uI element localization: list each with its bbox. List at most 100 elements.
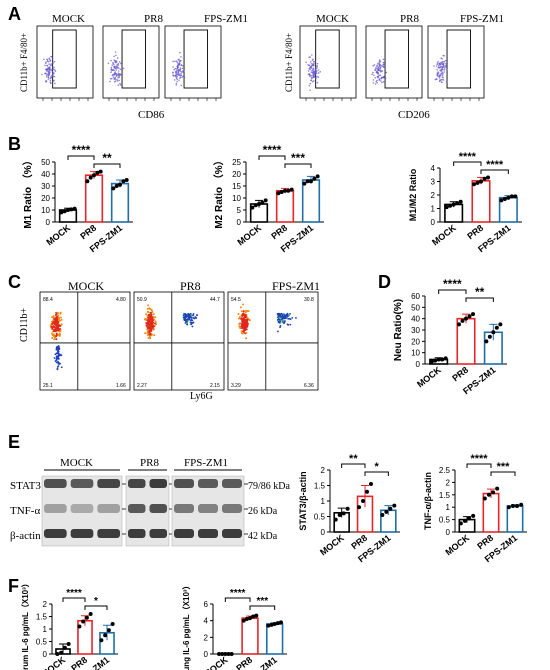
significance-stars: **	[349, 453, 358, 465]
flow-event	[246, 318, 249, 321]
y-tick-label: 0	[43, 650, 48, 659]
flow-event	[55, 334, 58, 337]
flow-event	[376, 65, 378, 68]
quadrant-ul: 88.4	[43, 297, 53, 303]
flow-event	[57, 333, 60, 336]
flow-event	[50, 76, 52, 78]
flow-event	[56, 311, 59, 314]
flow-event	[147, 337, 150, 340]
significance-bracket	[249, 605, 276, 610]
y-tick-label: 3	[431, 178, 436, 187]
flow-event	[190, 323, 193, 326]
panel-label-b: B	[8, 134, 21, 154]
significance-bracket	[284, 163, 312, 168]
data-point	[436, 357, 441, 362]
flow-event	[444, 64, 447, 67]
flow-plot-frame	[365, 25, 423, 99]
data-point	[88, 175, 93, 180]
flow-event	[49, 79, 52, 82]
data-point	[470, 312, 475, 317]
flow-event	[313, 70, 316, 73]
flow-event	[46, 64, 48, 67]
y-tick-label: 1	[321, 497, 326, 506]
flow-event	[51, 70, 54, 73]
flow-event	[152, 313, 155, 316]
flow-event	[55, 332, 58, 335]
data-point	[513, 194, 518, 199]
flow-event	[54, 70, 57, 72]
blot-band	[128, 529, 146, 538]
flow-event	[373, 64, 376, 66]
flow-event	[190, 316, 193, 319]
data-point	[260, 200, 265, 205]
flow-event	[289, 313, 291, 315]
flow-plot-a-2	[164, 25, 222, 101]
flow-event	[316, 81, 319, 84]
flow-event	[192, 321, 195, 324]
significance-stars: **	[475, 285, 485, 299]
data-point	[510, 503, 515, 508]
flow-gate	[384, 29, 410, 89]
panel-label-f: F	[8, 576, 19, 596]
y-tick-label: 1.5	[439, 491, 451, 500]
y-axis-label: M1/M2 Ratio	[408, 168, 418, 221]
flow-event	[309, 89, 311, 91]
panel-e-row-stat3: STAT3	[10, 480, 41, 492]
flow-event	[56, 366, 59, 368]
flow-event	[308, 56, 310, 58]
flow-event	[382, 81, 385, 83]
flow-event	[56, 327, 59, 330]
data-point	[59, 210, 64, 215]
flow-event	[195, 317, 198, 319]
flow-plot-a-3	[299, 25, 357, 101]
flow-event	[118, 67, 120, 69]
flow-plot-frame	[227, 291, 319, 391]
flow-event	[380, 70, 383, 73]
flow-event	[241, 312, 244, 315]
flow-event	[281, 313, 284, 316]
flow-event	[180, 71, 183, 73]
bar	[506, 505, 524, 533]
data-point	[92, 173, 96, 178]
flow-event	[118, 74, 121, 77]
data-point	[241, 618, 246, 623]
flow-event	[60, 318, 63, 321]
panel-a-left-mock-title: MOCK	[52, 13, 85, 25]
y-tick-label: 0.5	[36, 638, 48, 647]
flow-event	[115, 54, 117, 57]
data-point	[460, 318, 465, 323]
flow-event	[177, 72, 180, 74]
significance-stars: ****	[230, 588, 246, 599]
flow-event	[176, 78, 179, 81]
flow-event	[316, 64, 318, 67]
data-point	[494, 325, 499, 330]
y-tick-label: 0.5	[314, 513, 326, 522]
flow-event	[154, 321, 157, 324]
flow-event	[445, 63, 447, 65]
data-point	[283, 188, 287, 193]
flow-event	[181, 67, 184, 70]
flow-event	[379, 67, 382, 69]
data-point	[458, 521, 463, 526]
flow-event	[278, 316, 281, 319]
flow-event	[245, 325, 248, 328]
flow-event	[238, 325, 241, 328]
y-tick-label: 0	[446, 528, 451, 537]
flow-event	[315, 67, 317, 70]
flow-event	[442, 73, 444, 75]
y-tick-label: 2	[204, 633, 209, 642]
flow-event	[245, 309, 248, 312]
flow-event	[316, 75, 318, 78]
data-point	[229, 652, 234, 656]
significance-bracket	[466, 463, 492, 468]
flow-event	[384, 77, 387, 80]
significance-stars: ***	[291, 151, 305, 165]
flow-event	[113, 73, 116, 76]
flow-event	[441, 57, 444, 60]
flow-event	[52, 73, 54, 75]
flow-event	[114, 76, 117, 79]
significance-stars: ***	[497, 461, 511, 473]
y-tick-label: 10	[41, 206, 50, 215]
